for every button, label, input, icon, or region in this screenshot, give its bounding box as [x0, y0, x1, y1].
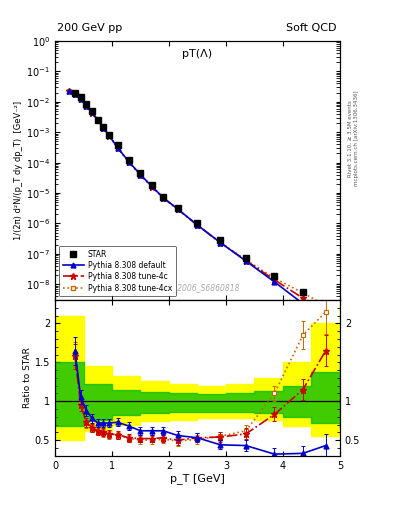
- Text: 200 GeV pp: 200 GeV pp: [57, 23, 122, 33]
- Y-axis label: Ratio to STAR: Ratio to STAR: [23, 348, 32, 409]
- Y-axis label: 1/(2π) d²N/(p_T dy dp_T)  [GeV⁻²]: 1/(2π) d²N/(p_T dy dp_T) [GeV⁻²]: [14, 101, 23, 240]
- X-axis label: p_T [GeV]: p_T [GeV]: [170, 473, 225, 484]
- Text: Rivet 3.1.10, ≥ 3.5M events: Rivet 3.1.10, ≥ 3.5M events: [348, 100, 353, 177]
- Text: STAR_2006_S6860818: STAR_2006_S6860818: [155, 283, 240, 292]
- Text: pT(Λ): pT(Λ): [182, 49, 213, 59]
- Text: mcplots.cern.ch [arXiv:1306.3436]: mcplots.cern.ch [arXiv:1306.3436]: [354, 91, 359, 186]
- Text: Soft QCD: Soft QCD: [286, 23, 336, 33]
- Legend: STAR, Pythia 8.308 default, Pythia 8.308 tune-4c, Pythia 8.308 tune-4cx: STAR, Pythia 8.308 default, Pythia 8.308…: [59, 246, 176, 296]
